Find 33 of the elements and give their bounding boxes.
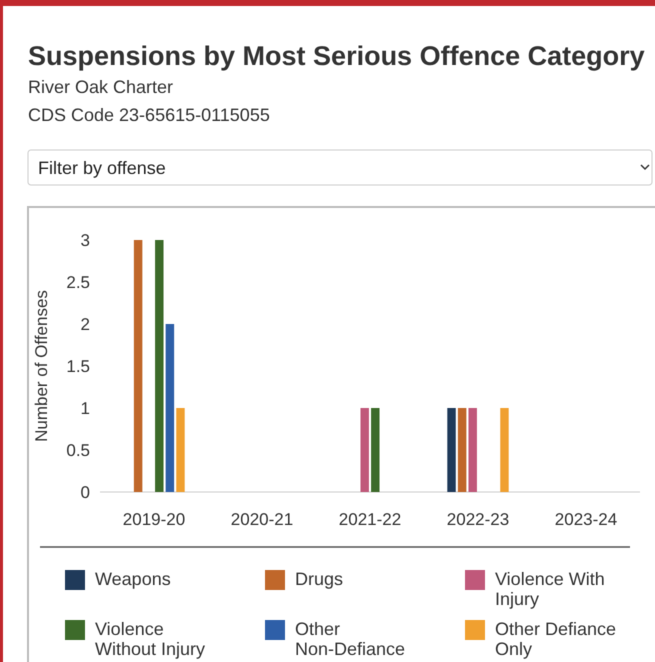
bar bbox=[500, 408, 509, 492]
legend-label: Violence With Injury bbox=[495, 569, 605, 609]
x-tick-label: 2019-20 bbox=[122, 510, 186, 529]
legend-label: Weapons bbox=[95, 569, 171, 589]
bar bbox=[360, 408, 369, 492]
y-tick-label: 2 bbox=[80, 315, 90, 334]
y-tick-label: 0 bbox=[80, 483, 90, 502]
text: CDS Code 23-65615-0115055 bbox=[28, 105, 270, 125]
y-tick-label: 3 bbox=[80, 231, 90, 250]
bar bbox=[447, 408, 456, 492]
x-tick-label: 2020-21 bbox=[230, 510, 294, 529]
bar bbox=[176, 408, 185, 492]
y-tick-label: 1 bbox=[80, 399, 90, 418]
y-tick-label: 1.5 bbox=[66, 357, 90, 376]
y-tick-label: 0.5 bbox=[66, 441, 90, 460]
legend-label: Other Defiance Only bbox=[495, 619, 616, 659]
x-tick-label: 2022-23 bbox=[446, 510, 510, 529]
chart-subtitle: River Oak Charter bbox=[28, 77, 174, 97]
x-tick-label: 2023-24 bbox=[554, 510, 618, 529]
dropdown-field: Filter by offense bbox=[28, 150, 652, 186]
x-tick-label: 2021-22 bbox=[338, 510, 402, 529]
bar bbox=[166, 324, 174, 492]
y-axis-title: Number of Offenses bbox=[32, 290, 51, 442]
legend-label: Other Non-Defiance bbox=[295, 619, 406, 659]
bar bbox=[468, 408, 477, 492]
y-tick-label: 2.5 bbox=[66, 273, 90, 292]
bar bbox=[371, 408, 380, 492]
chart-title: Suspensions by Most Serious Offence Category bbox=[28, 41, 645, 71]
bar bbox=[458, 408, 466, 492]
legend-label: Drugs bbox=[295, 569, 344, 589]
bar bbox=[155, 240, 164, 492]
legend-label: Violence Without Injury bbox=[95, 619, 206, 659]
bar bbox=[134, 240, 142, 492]
